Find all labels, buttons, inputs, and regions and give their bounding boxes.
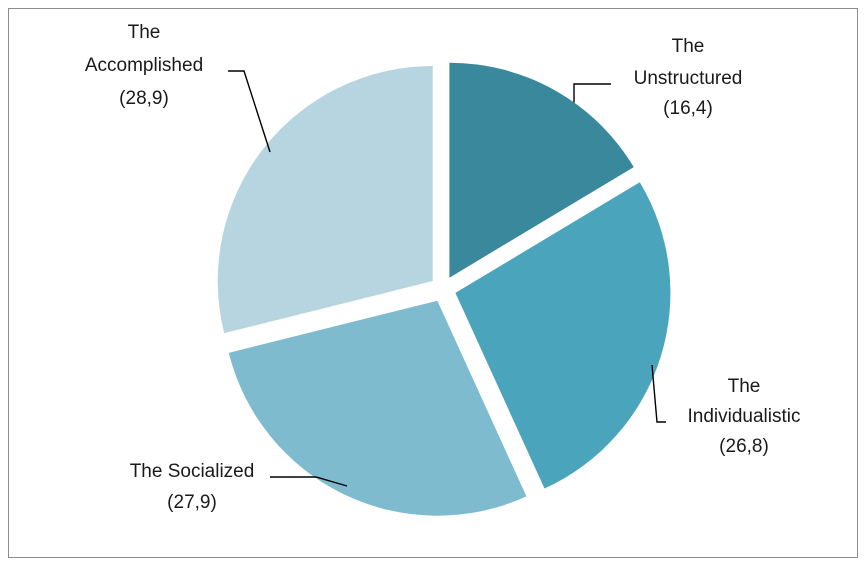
label-socialized: The Socialized (27,9) xyxy=(130,461,255,513)
leader-individualistic xyxy=(651,364,666,423)
slice-socialized xyxy=(228,300,527,516)
leader-unstructured xyxy=(573,83,611,103)
leader-lines xyxy=(228,70,666,487)
data-label-name: The xyxy=(128,22,161,43)
slice-unstructured xyxy=(449,62,634,278)
data-label-name: Unstructured xyxy=(634,68,743,89)
leader-accomplished xyxy=(228,70,271,153)
data-label-name: The xyxy=(672,36,705,57)
slice-labels: The Unstructured (16,4) The Individualistic (… xyxy=(85,22,801,513)
data-label-name: The Socialized xyxy=(130,461,255,482)
data-label-name: Accomplished xyxy=(85,55,203,76)
data-label-name: The xyxy=(728,376,761,397)
pie-slices xyxy=(217,62,671,516)
data-label-value: (26,8) xyxy=(719,436,769,457)
data-label-value: (16,4) xyxy=(663,98,713,119)
label-accomplished: The Accomplished (28,9) xyxy=(85,22,203,109)
data-label-value: (28,9) xyxy=(119,88,169,109)
slice-individualistic xyxy=(455,182,671,489)
data-label-value: (27,9) xyxy=(167,492,217,513)
label-individualistic: The Individualistic (26,8) xyxy=(688,376,801,457)
data-label-name: Individualistic xyxy=(688,406,801,427)
leader-socialized xyxy=(270,476,348,487)
slice-accomplished xyxy=(217,65,433,334)
label-unstructured: The Unstructured (16,4) xyxy=(634,36,743,119)
